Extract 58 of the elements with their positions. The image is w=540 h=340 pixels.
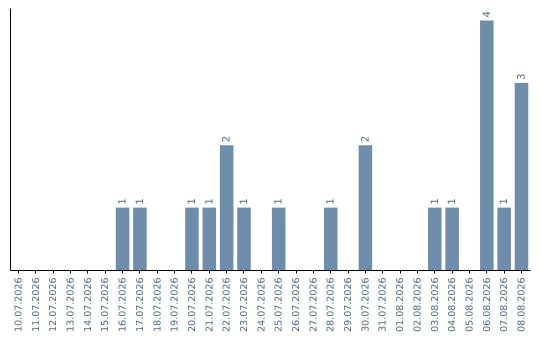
data-label: 1: [134, 198, 146, 205]
x-tick-label: 30.07.2026: [360, 278, 372, 332]
x-tick-label: 02.08.2026: [412, 278, 424, 332]
x-tick-label: 13.07.2026: [66, 278, 77, 332]
bar: [133, 208, 147, 270]
x-tick-label: 15.07.2026: [100, 278, 112, 332]
x-tick-label: 29.07.2026: [343, 278, 354, 332]
bar: [116, 208, 130, 270]
bar: [324, 208, 338, 270]
data-label: 1: [447, 198, 458, 205]
data-label: 1: [118, 198, 129, 205]
data-label: 1: [238, 198, 250, 205]
bar: [480, 20, 494, 270]
x-tick-label: 31.07.2026: [378, 278, 389, 332]
x-tick-label: 12.07.2026: [48, 278, 60, 332]
bar: [428, 208, 442, 270]
x-tick-label: 04.08.2026: [447, 278, 458, 332]
bar: [497, 208, 511, 270]
x-tick-label: 17.07.2026: [134, 278, 146, 332]
x-tick-label: 23.07.2026: [238, 278, 250, 332]
x-tick-label: 19.07.2026: [170, 278, 181, 332]
x-tick-label: 05.08.2026: [464, 278, 476, 332]
bar: [272, 208, 286, 270]
x-tick-label: 22.07.2026: [222, 278, 233, 332]
x-tick-label: 16.07.2026: [118, 278, 129, 332]
x-tick-label: 24.07.2026: [256, 278, 268, 332]
bar: [185, 208, 199, 270]
data-label: 1: [430, 198, 441, 205]
x-tick-label: 21.07.2026: [204, 278, 216, 332]
bar: [202, 208, 216, 270]
data-label: 1: [326, 198, 337, 205]
data-label: 2: [222, 136, 233, 142]
bar: [220, 145, 234, 270]
x-tick-label: 06.08.2026: [482, 278, 493, 332]
data-label: 1: [274, 198, 285, 205]
bar: [445, 208, 459, 270]
x-tick-label: 01.08.2026: [395, 278, 406, 332]
x-tick-label: 28.07.2026: [326, 278, 337, 332]
bar: [237, 208, 251, 270]
x-tick-label: 27.07.2026: [308, 278, 320, 332]
x-tick-label: 18.07.2026: [152, 278, 164, 332]
data-label: 1: [204, 198, 216, 205]
data-label: 1: [186, 198, 198, 205]
bar: [358, 145, 372, 270]
x-tick-label: 11.07.2026: [30, 278, 42, 332]
x-tick-label: 07.08.2026: [499, 278, 510, 332]
x-tick-label: 20.07.2026: [186, 278, 198, 332]
data-label: 1: [499, 198, 510, 205]
x-tick-label: 25.07.2026: [274, 278, 285, 332]
x-tick-label: 10.07.2026: [14, 278, 24, 332]
data-label: 4: [482, 11, 493, 18]
x-tick-label: 08.08.2026: [516, 278, 528, 332]
data-label: 3: [516, 73, 528, 80]
x-tick-label: 03.08.2026: [430, 278, 441, 332]
data-label: 2: [360, 136, 372, 142]
x-tick-label: 26.07.2026: [291, 278, 302, 332]
bar: [514, 82, 528, 270]
x-tick-label: 14.07.2026: [82, 278, 94, 332]
